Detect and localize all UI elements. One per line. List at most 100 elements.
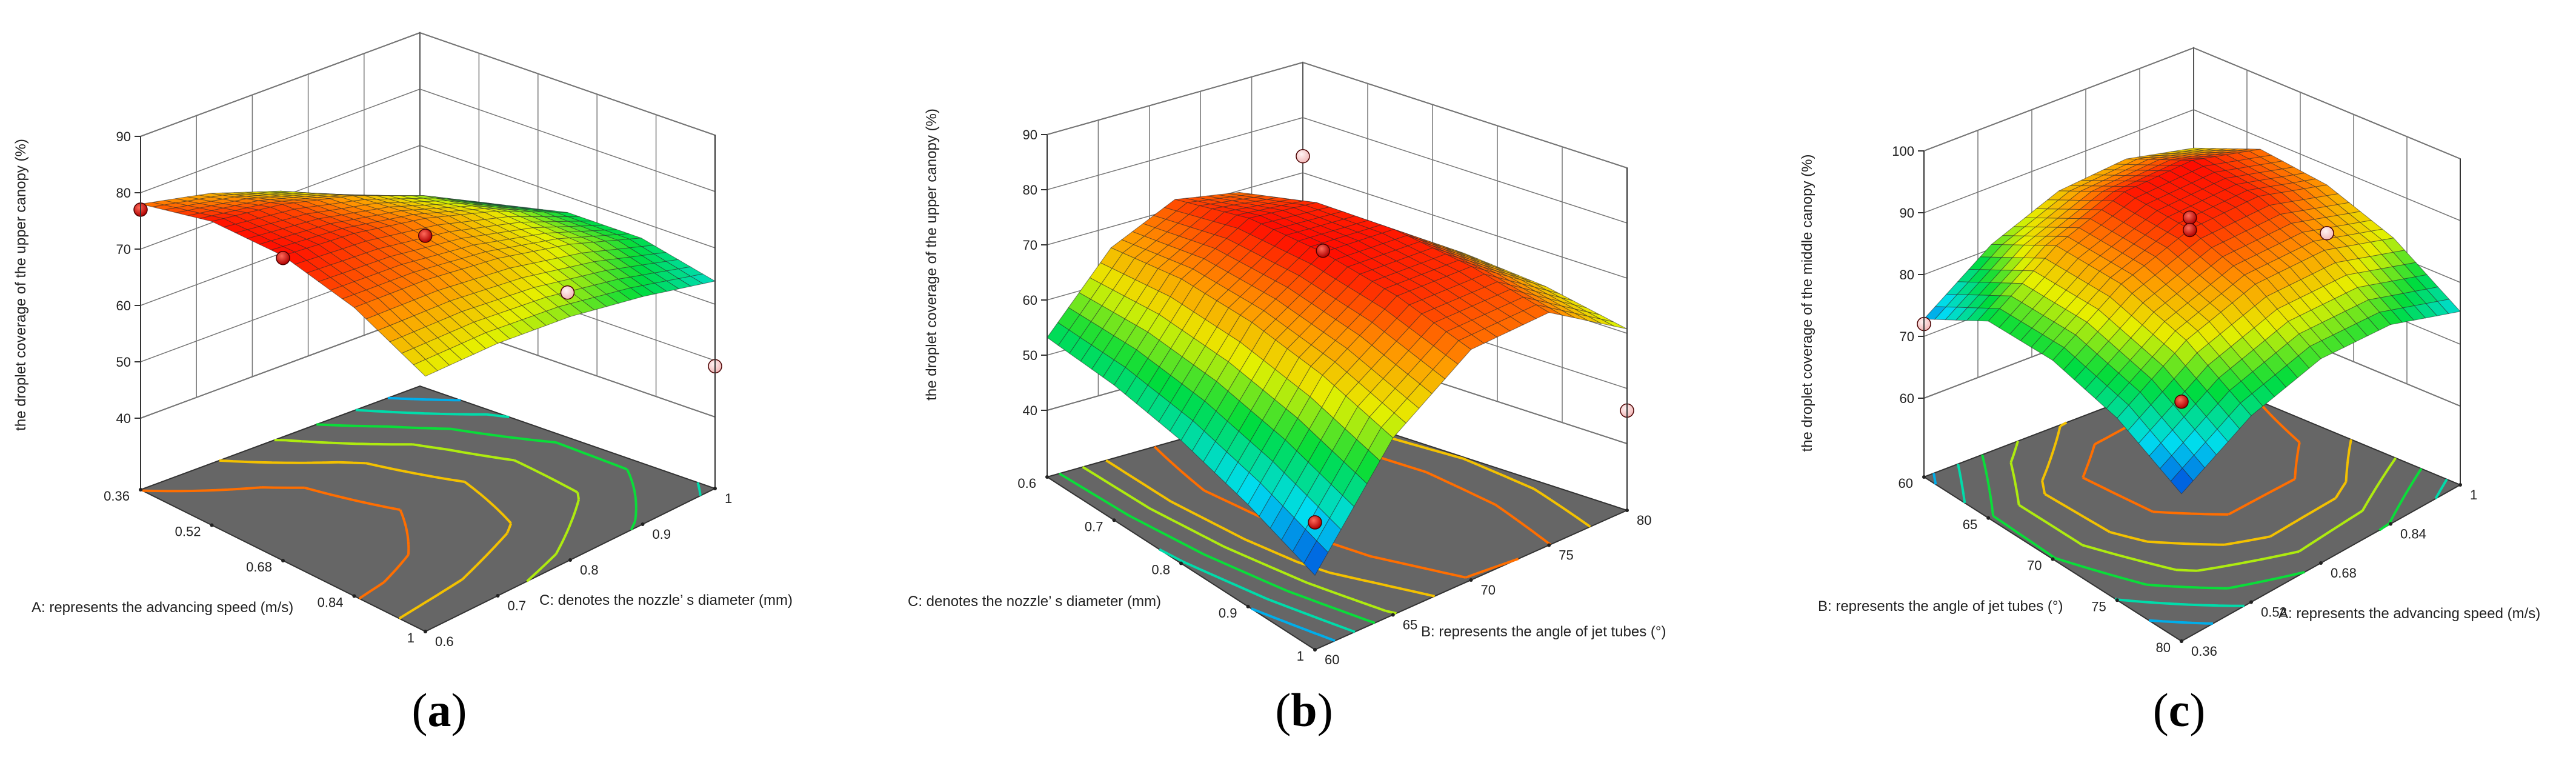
- panel-b-x-axis-title: C: denotes the nozzle’ s diameter (mm): [908, 593, 1161, 610]
- back-wall-left-zgrid: [140, 88, 421, 193]
- x-tick-label: 0.8: [1151, 562, 1170, 578]
- x-tick-label: 75: [2091, 599, 2106, 614]
- y-tick-label: 70: [1481, 582, 1496, 598]
- surface-patch: [2170, 467, 2194, 495]
- design-point: [2174, 395, 2189, 409]
- x-tick: [1112, 518, 1116, 522]
- y-tick: [713, 487, 717, 490]
- y-tick: [2389, 522, 2392, 526]
- panel-c-caption: (c): [2153, 684, 2206, 736]
- design-point: [276, 250, 290, 265]
- y-tick: [1625, 508, 1629, 512]
- design-point: [2320, 225, 2334, 241]
- x-tick: [1986, 516, 1991, 520]
- design-point: [2183, 210, 2197, 225]
- x-tick-label: 0.68: [246, 559, 272, 575]
- z-tick-label: 60: [1900, 391, 1914, 406]
- back-wall-right-zgrid: [419, 32, 716, 136]
- back-wall-left-zgrid: [1923, 47, 2194, 152]
- contour-line: [274, 439, 580, 582]
- design-point: [418, 228, 433, 243]
- panel-b: 40 50 60 70 80 90 0.6 0.7 0.8 0.9 1 60 65 70 75 80 the …: [908, 61, 1666, 736]
- z-tick-label: 60: [1023, 293, 1037, 308]
- surface-patch: [1303, 540, 1329, 576]
- z-tick-label: 40: [1023, 403, 1037, 418]
- y-tick-label: 0.6: [435, 634, 454, 649]
- panel-a-ticks: 40 50 60 70 80 90 0.36 0.52 0.68 0.84 1 0.6 0.7 0.8 0.…: [104, 129, 732, 649]
- x-tick-label: 60: [1899, 476, 1913, 491]
- z-tick-label: 80: [116, 185, 131, 201]
- panel-c-y-axis-title: A: represents the advancing speed (m/s): [2278, 605, 2540, 622]
- back-wall-right-zgrid: [2193, 47, 2461, 159]
- z-tick-label: 70: [116, 242, 131, 257]
- panel-a-contours: [142, 396, 702, 620]
- contour-line: [387, 396, 461, 402]
- panel-c-x-axis-title: B: represents the angle of jet tubes (°): [1818, 598, 2063, 615]
- z-tick-label: 60: [116, 298, 131, 313]
- y-tick-label: 80: [1637, 513, 1651, 528]
- panel-c-caption-letter: c: [2169, 684, 2190, 736]
- back-wall-right-zgrid: [1302, 62, 1628, 168]
- y-tick: [496, 594, 500, 598]
- panel-a-z-axis-title: the droplet coverage of the upper canopy…: [13, 139, 29, 431]
- panel-a-y-axis-title: C: denotes the nozzle’ s diameter (mm): [539, 592, 793, 608]
- panel-c-design-points: [1917, 210, 2334, 409]
- panel-b-ticks: 40 50 60 70 80 90 0.6 0.7 0.8 0.9 1 60 65 70 75 80: [1017, 127, 1651, 667]
- back-wall-right-zgrid: [1302, 117, 1628, 224]
- panel-b-surface: [1047, 192, 1628, 576]
- x-tick-label: 0.52: [175, 524, 201, 539]
- surface-patch: [413, 359, 438, 377]
- x-tick-label: 0.36: [104, 488, 130, 504]
- panel-c: 60 70 80 90 100 60 65 70 75 80 0.36 0.52 0.68 0.84 1 t…: [1799, 47, 2540, 736]
- z-tick-label: 50: [1023, 348, 1037, 363]
- contour-line: [1059, 472, 1376, 624]
- y-tick-label: 75: [1559, 548, 1573, 563]
- panel-c-z-axis-title: the droplet coverage of the middle canop…: [1799, 155, 1816, 452]
- z-tick-label: 50: [116, 355, 131, 370]
- back-wall-left-zgrid: [1047, 62, 1303, 135]
- y-tick-label: 0.84: [2400, 527, 2426, 542]
- panel-b-caption-letter: b: [1291, 684, 1317, 736]
- x-tick-label: 70: [2027, 558, 2042, 573]
- x-tick: [210, 523, 214, 527]
- y-tick-label: 0.52: [2261, 605, 2287, 620]
- panel-b-contours: [1059, 404, 1591, 642]
- y-tick-label: 65: [1403, 618, 1417, 633]
- panel-a-caption: (a): [412, 684, 467, 736]
- back-wall-right-zgrid: [419, 88, 716, 192]
- z-tick-label: 90: [116, 129, 131, 144]
- x-tick: [281, 559, 285, 562]
- y-tick: [2458, 483, 2462, 487]
- design-point: [1296, 148, 1310, 164]
- panel-c-contours: [1932, 382, 2448, 625]
- z-tick-label: 90: [1023, 127, 1037, 142]
- z-tick-label: 100: [1892, 144, 1914, 159]
- z-tick-label: 80: [1900, 267, 1914, 282]
- contour-line: [316, 423, 637, 531]
- y-tick: [2180, 639, 2183, 643]
- panel-b-caption: (b): [1275, 684, 1333, 736]
- y-tick: [1391, 613, 1395, 617]
- y-tick-label: 0.9: [653, 527, 671, 542]
- contour-line: [1082, 404, 1397, 615]
- y-tick-label: 0.7: [508, 598, 527, 613]
- contour-line: [219, 459, 513, 620]
- contour-line: [355, 408, 702, 496]
- panel-c-surface: [1923, 147, 2461, 495]
- back-wall-right-zgrid: [1302, 172, 1628, 279]
- y-tick: [1547, 543, 1551, 547]
- contour-line: [1251, 607, 1336, 642]
- y-tick: [424, 630, 427, 633]
- x-tick: [1246, 604, 1250, 608]
- back-wall-right-zgrid: [2193, 109, 2461, 221]
- design-point: [2183, 222, 2197, 238]
- y-tick: [2249, 600, 2253, 604]
- z-tick-label: 40: [116, 411, 131, 426]
- x-tick: [1045, 475, 1049, 479]
- x-tick: [2051, 557, 2055, 561]
- x-tick-label: 0.84: [318, 595, 344, 610]
- y-tick-label: 60: [1325, 652, 1339, 667]
- contour-line: [1981, 454, 2423, 590]
- panel-a-x-axis-title: A: represents the advancing speed (m/s): [32, 599, 293, 616]
- y-tick-label: 0.36: [2191, 644, 2217, 659]
